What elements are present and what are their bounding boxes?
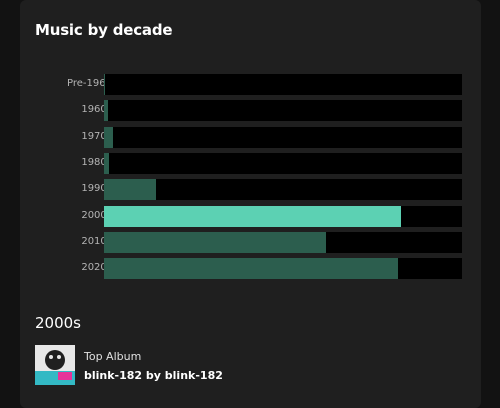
album-cover-label: [58, 372, 72, 380]
decade-label: 2000s: [81, 209, 112, 221]
smiley-logo-icon: [45, 350, 65, 370]
decade-bar-track[interactable]: [104, 100, 462, 122]
decade-bar[interactable]: [104, 179, 156, 201]
card-title: Music by decade: [35, 21, 173, 39]
decade-bar[interactable]: [104, 152, 109, 174]
decade-label: 2010s: [81, 235, 112, 247]
decade-bar-track[interactable]: [104, 205, 462, 227]
decade-bar[interactable]: [104, 231, 326, 253]
decade-bar-track[interactable]: [104, 231, 462, 253]
top-album-value[interactable]: blink-182 by blink-182: [84, 369, 223, 382]
decade-bar[interactable]: [104, 74, 105, 95]
decade-bar-track[interactable]: [104, 126, 462, 148]
decade-bar-chart: Pre-1960 1960s 1970s 1980s 1990s 2000s 2010s 20…: [20, 0, 481, 300]
selected-decade-heading: 2000s: [35, 314, 81, 332]
decade-label: 1980s: [81, 156, 112, 168]
decade-bar[interactable]: [104, 126, 113, 148]
decade-bar[interactable]: [104, 205, 401, 227]
decade-bar[interactable]: [104, 100, 108, 122]
decade-label: 1990s: [81, 183, 112, 195]
music-by-decade-card: Music by decade Pre-1960 1960s 1970s 1980s 1…: [20, 0, 481, 408]
top-album-label: Top Album: [84, 350, 142, 363]
decade-bar-track[interactable]: [104, 179, 462, 201]
album-cover-image[interactable]: [35, 345, 75, 385]
decade-label: 1960s: [81, 104, 112, 116]
decade-label: 1970s: [81, 130, 112, 142]
decade-bar-track[interactable]: [104, 258, 462, 280]
decade-label: 2020s: [81, 262, 112, 274]
decade-bar[interactable]: [104, 258, 398, 280]
decade-label: Pre-1960: [67, 78, 112, 89]
decade-bar-track[interactable]: [104, 152, 462, 174]
decade-bar-track[interactable]: [104, 74, 462, 95]
